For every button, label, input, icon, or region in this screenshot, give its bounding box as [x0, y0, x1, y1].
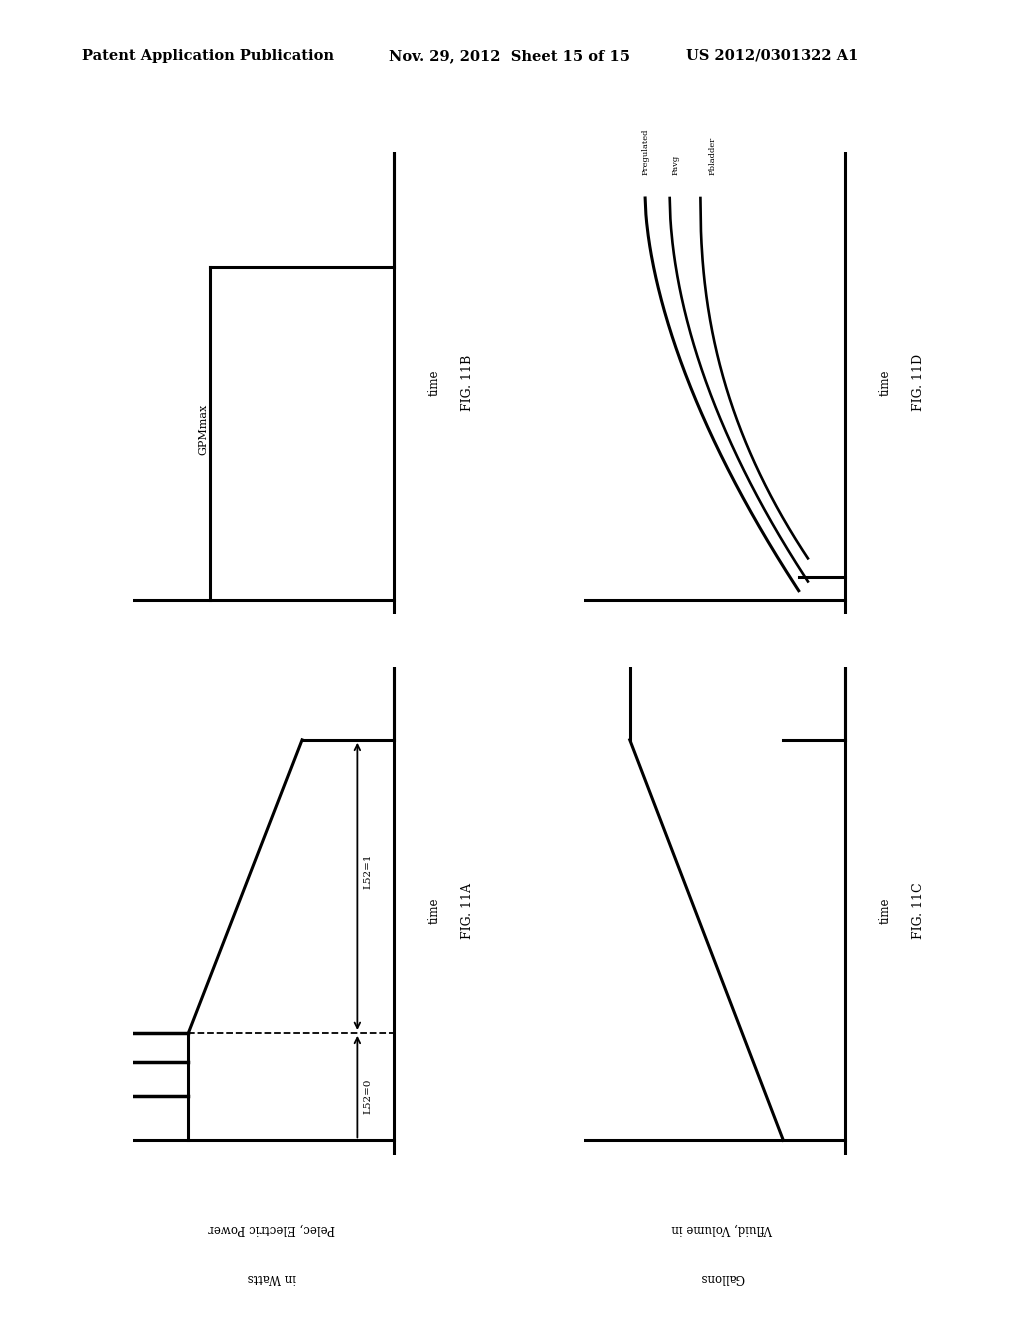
- Text: Pavg: Pavg: [672, 154, 680, 174]
- Text: Pressure: Pressure: [695, 677, 749, 689]
- Text: GPMmax: GPMmax: [199, 404, 209, 454]
- Text: time: time: [879, 898, 891, 924]
- Text: L52=1: L52=1: [364, 854, 373, 890]
- Text: Patent Application Publication: Patent Application Publication: [82, 49, 334, 63]
- Text: time: time: [428, 898, 440, 924]
- Text: FlowRate in GPM: FlowRate in GPM: [219, 677, 324, 689]
- Text: FIG. 11D: FIG. 11D: [912, 354, 925, 412]
- Text: FIG. 11B: FIG. 11B: [462, 355, 474, 411]
- Text: time: time: [879, 370, 891, 396]
- Text: FIG. 11C: FIG. 11C: [912, 883, 925, 939]
- Text: L52=0: L52=0: [364, 1078, 373, 1114]
- Text: Vfluid, Volume in: Vfluid, Volume in: [671, 1222, 773, 1234]
- Text: Pbladder: Pbladder: [709, 137, 717, 174]
- Text: Nov. 29, 2012  Sheet 15 of 15: Nov. 29, 2012 Sheet 15 of 15: [389, 49, 630, 63]
- Text: Gallons: Gallons: [699, 1271, 744, 1283]
- Text: FIG. 11A: FIG. 11A: [462, 883, 474, 939]
- Text: Pregulated: Pregulated: [641, 128, 649, 174]
- Text: in Watts: in Watts: [247, 1271, 296, 1283]
- Text: time: time: [428, 370, 440, 396]
- Text: Pelec, Electric Power: Pelec, Electric Power: [208, 1222, 335, 1234]
- Text: US 2012/0301322 A1: US 2012/0301322 A1: [686, 49, 858, 63]
